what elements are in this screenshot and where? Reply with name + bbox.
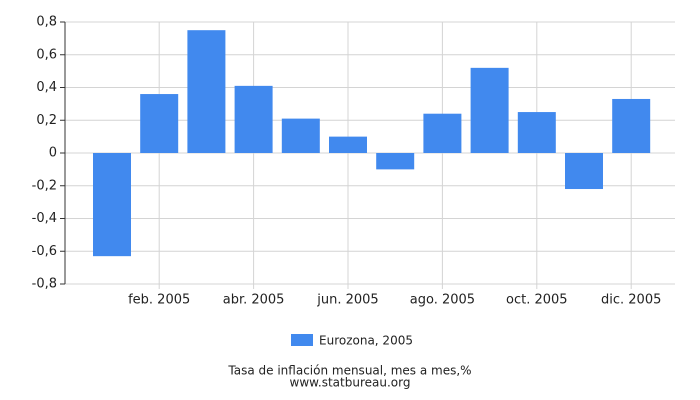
bar xyxy=(517,112,556,153)
bar xyxy=(93,153,131,257)
bar xyxy=(376,153,415,170)
chart-source: www.statbureau.org xyxy=(290,376,411,390)
x-tick-label: jun. 2005 xyxy=(316,293,378,308)
x-tick-label: feb. 2005 xyxy=(128,293,190,308)
x-tick-label: abr. 2005 xyxy=(223,293,285,308)
bar xyxy=(140,94,179,153)
y-tick-label: 0,8 xyxy=(36,15,57,30)
chart-subtitle: Tasa de inflación mensual, mes a mes,% xyxy=(227,364,471,378)
y-tick-label: 0 xyxy=(49,146,57,161)
x-tick-label: oct. 2005 xyxy=(506,293,568,308)
y-tick-label: -0,8 xyxy=(32,277,57,292)
bar xyxy=(281,118,320,153)
bar xyxy=(423,113,462,153)
legend-label: Eurozona, 2005 xyxy=(319,334,413,348)
y-tick-label: 0,6 xyxy=(36,47,57,62)
bar xyxy=(234,85,273,153)
legend-swatch xyxy=(291,334,313,346)
bar xyxy=(329,136,367,153)
y-tick-label: -0,6 xyxy=(32,244,57,259)
y-tick-label: 0,2 xyxy=(36,113,57,128)
x-tick-label: ago. 2005 xyxy=(410,293,475,308)
y-tick-label: -0,2 xyxy=(32,178,57,193)
bar xyxy=(612,98,651,153)
x-tick-label: dic. 2005 xyxy=(601,293,661,308)
bar xyxy=(187,30,226,153)
bar xyxy=(565,153,603,190)
bar xyxy=(470,67,509,153)
y-tick-label: -0,4 xyxy=(32,211,57,226)
y-tick-label: 0,4 xyxy=(36,80,57,95)
